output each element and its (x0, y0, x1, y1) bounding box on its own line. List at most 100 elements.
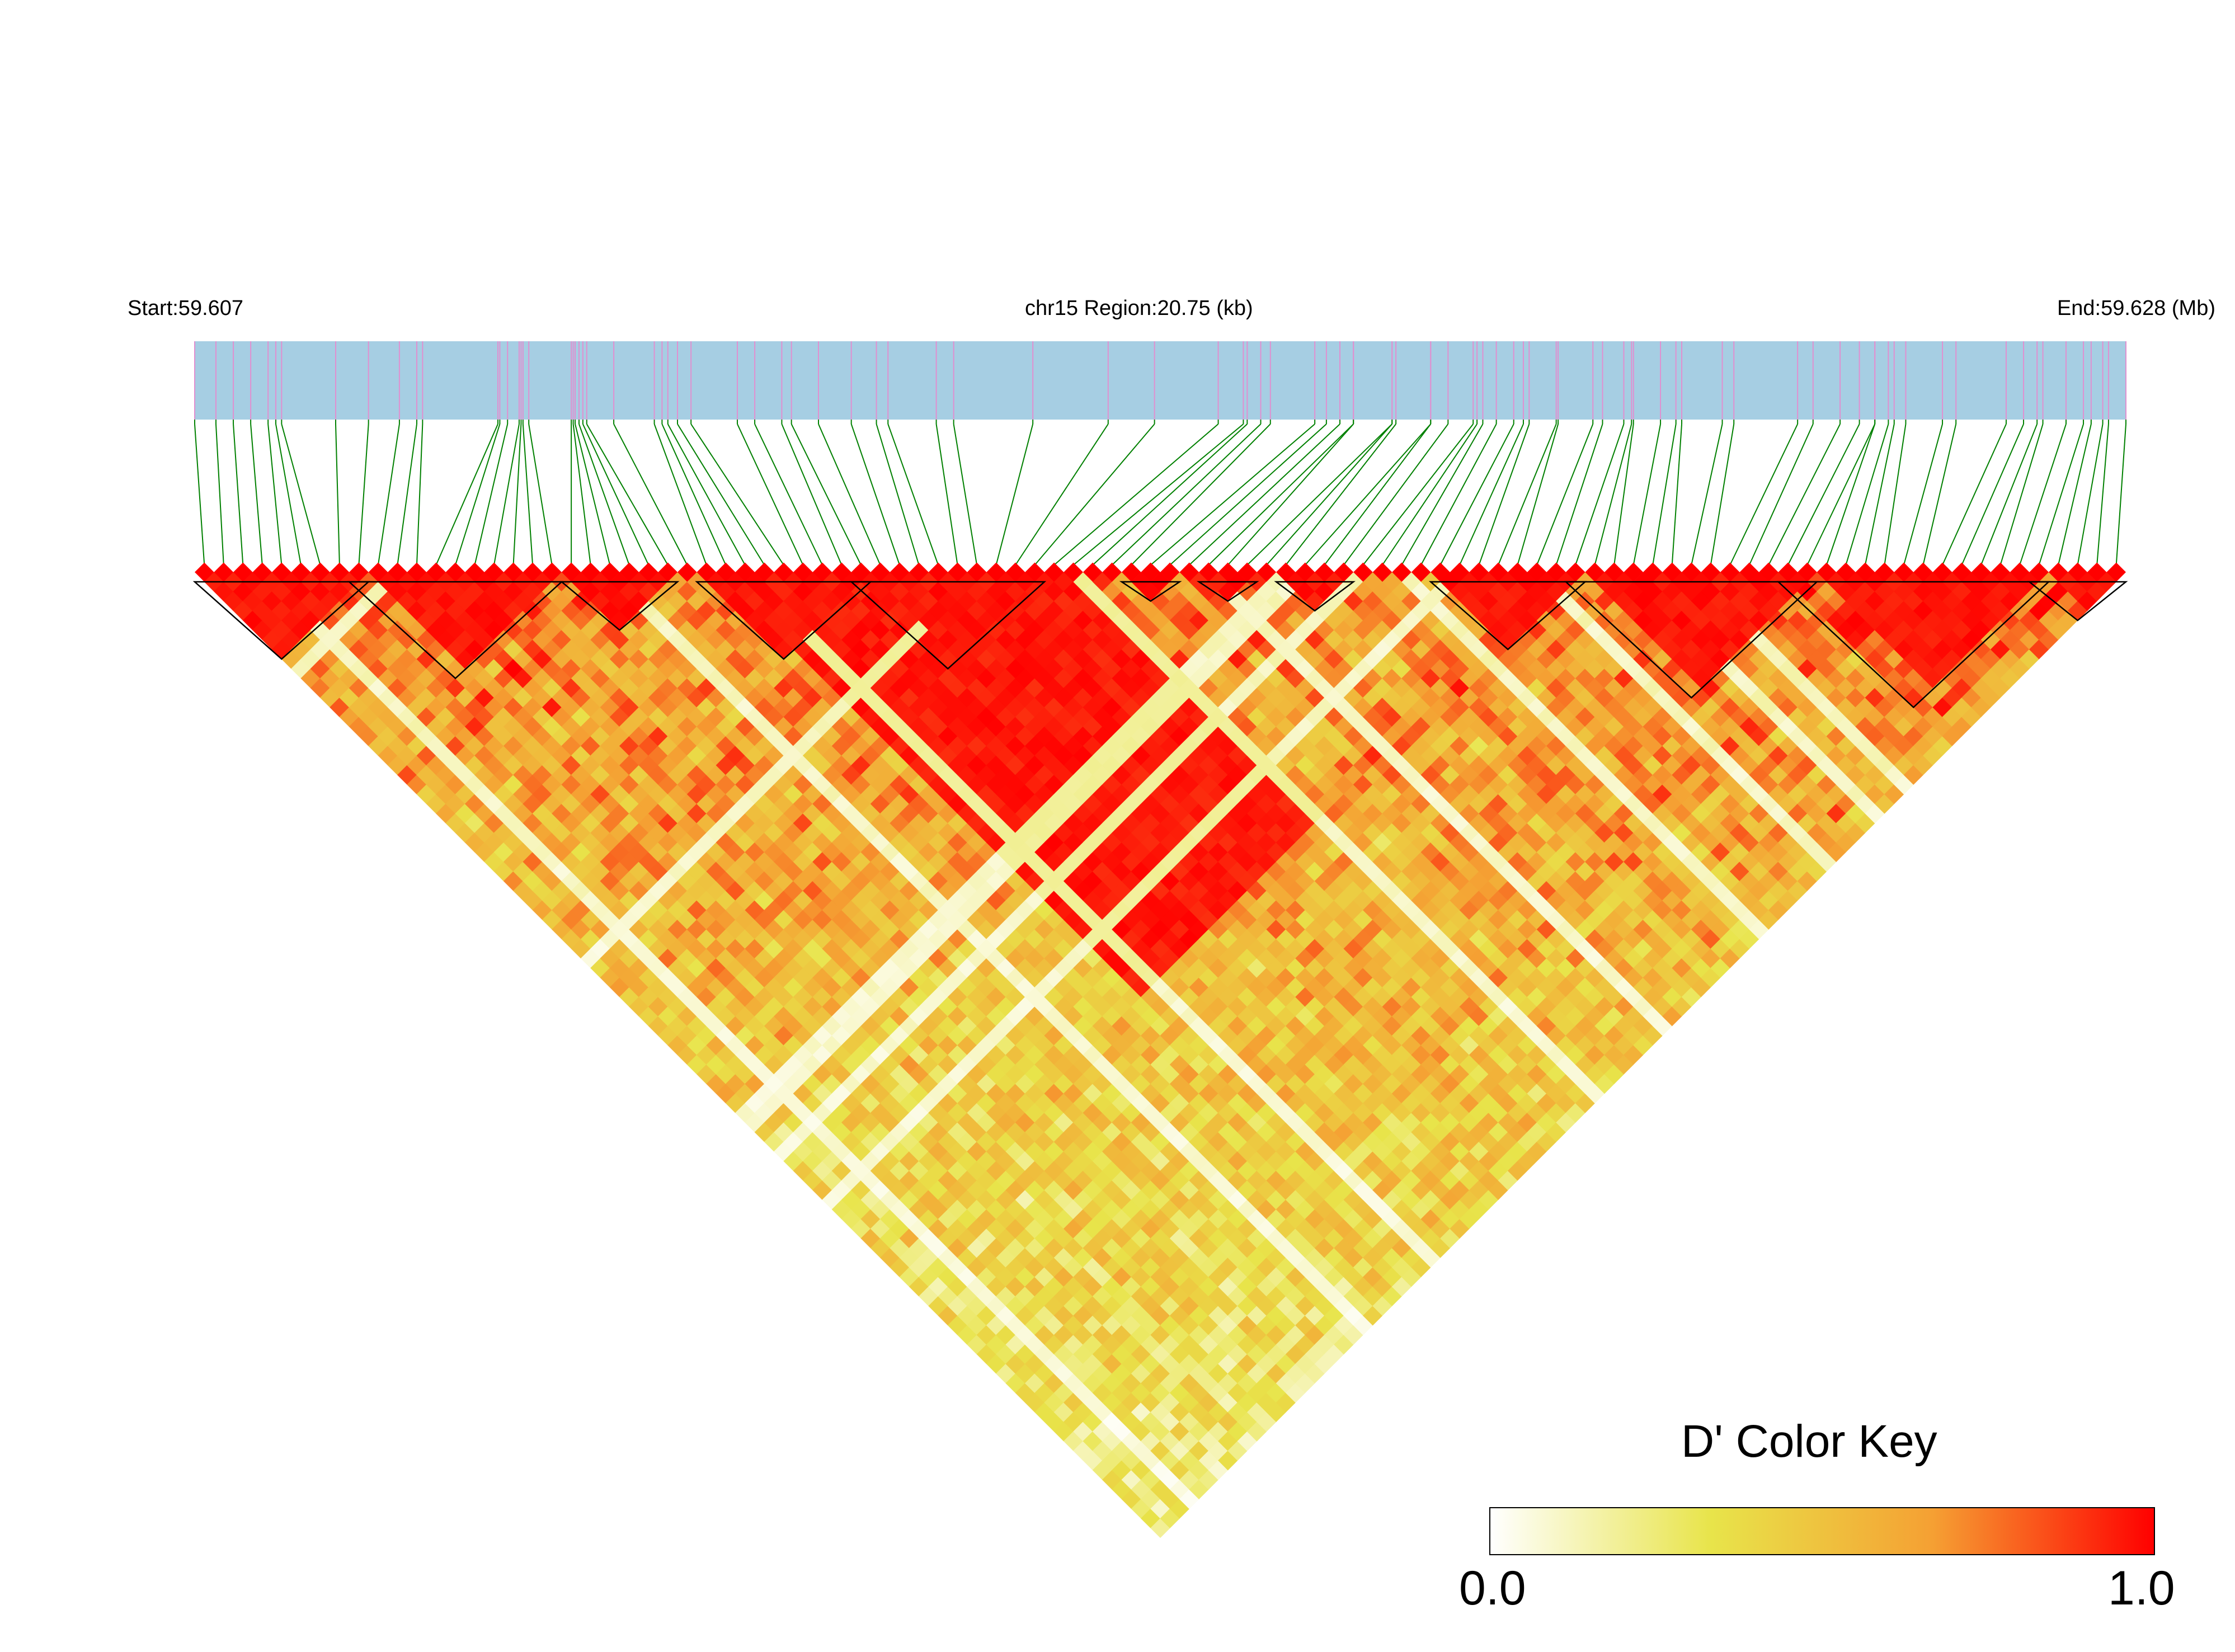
snp-connector (1652, 423, 1677, 566)
snp-connector (215, 423, 224, 566)
snp-connector (1748, 423, 1814, 566)
snp-connector (781, 423, 843, 566)
snp-connector (435, 423, 498, 566)
snp-connector (233, 423, 244, 566)
snp-connector (2038, 423, 2085, 566)
snp-connector (1131, 423, 1271, 566)
snp-connector (575, 423, 611, 566)
snp-connector (1710, 423, 1735, 566)
snp-connector (1073, 423, 1244, 566)
snp-connector (528, 423, 553, 566)
snp-connector (1671, 423, 1683, 566)
snp-connector (653, 423, 707, 566)
snp-connector (1555, 423, 1603, 566)
snp-connector (887, 423, 939, 566)
snp-connector (995, 423, 1034, 566)
snp-connector (194, 423, 205, 566)
snp-connector (474, 423, 509, 566)
snp-connector (1691, 423, 1723, 566)
snp-connector (267, 423, 283, 566)
snp-connector (1208, 423, 1354, 566)
snp-connector (522, 423, 534, 566)
snp-connector (455, 423, 501, 566)
snp-connector (737, 423, 804, 566)
snp-connector (335, 423, 340, 566)
snp-connector (582, 423, 650, 566)
snp-connector (1420, 423, 1497, 566)
snp-connector (377, 423, 400, 566)
snp-connector (953, 423, 978, 566)
snp-connector (572, 423, 591, 566)
snp-connector (1999, 423, 2044, 566)
snp-connector (2096, 423, 2109, 566)
snp-connector (512, 423, 522, 566)
snp-connector (1382, 423, 1478, 566)
snp-connector (1575, 423, 1625, 566)
ld-heatmap-cells (195, 562, 2126, 1538)
snp-connector (1768, 423, 1841, 566)
snp-connector (1053, 423, 1219, 566)
snp-connector (1034, 423, 1155, 566)
snp-connector (1980, 423, 2038, 566)
snp-connector (1825, 423, 1876, 566)
snp-connector (1305, 423, 1432, 566)
snp-connector (1227, 423, 1354, 566)
snp-connector (791, 423, 862, 566)
snp-connector (578, 423, 630, 566)
snp-connector (2019, 423, 2067, 566)
snp-connector (1169, 423, 1327, 566)
snp-connector (1324, 423, 1432, 566)
snp-connector (397, 423, 417, 566)
snp-connector (1150, 423, 1315, 566)
snp-connector (1343, 423, 1449, 566)
snp-connector (1439, 423, 1514, 566)
snp-connector (358, 423, 369, 566)
snp-connector (1961, 423, 2024, 566)
snp-connector (416, 423, 424, 566)
snp-connector (1266, 423, 1392, 566)
snp-connector (1015, 423, 1109, 566)
snp-connector (1112, 423, 1262, 566)
snp-connector (2077, 423, 2104, 566)
snp-connector (493, 423, 520, 566)
snp-connector (1632, 423, 1662, 566)
snp-connector (250, 423, 263, 566)
snp-connector (667, 423, 746, 566)
snp-connector (1498, 423, 1557, 566)
snp-connector (876, 423, 920, 566)
snp-connector-lines (194, 420, 2126, 566)
gene-bar (195, 341, 2126, 420)
snp-connector (613, 423, 688, 566)
snp-connector (677, 423, 765, 566)
snp-connector (1401, 423, 1484, 566)
snp-connector (935, 423, 958, 566)
gene-track (194, 341, 2126, 420)
snp-connector (1594, 423, 1632, 566)
snp-connector (1903, 423, 1944, 566)
snp-connector (1806, 423, 1876, 566)
snp-connector (1787, 423, 1860, 566)
snp-connector (281, 423, 321, 566)
snp-connector (1517, 423, 1559, 566)
snp-connector (754, 423, 823, 566)
snp-connector (2115, 423, 2126, 566)
snp-connector (1922, 423, 1957, 566)
snp-connector (2058, 423, 2092, 566)
snp-connector (1613, 423, 1634, 566)
snp-connector (1884, 423, 1907, 566)
snp-connector (850, 423, 900, 566)
snp-connector (1459, 423, 1524, 566)
snp-connector (1942, 423, 2007, 566)
snp-connector (818, 423, 881, 566)
snp-connector (1092, 423, 1248, 566)
snp-connector (1865, 423, 1895, 566)
snp-connector (1362, 423, 1474, 566)
snp-connector (1285, 423, 1396, 566)
snp-connector (275, 423, 302, 566)
snp-connector (661, 423, 727, 566)
snp-connector (1246, 423, 1392, 566)
snp-connector (1845, 423, 1889, 566)
snp-connector (690, 423, 784, 566)
snp-connector (1478, 423, 1530, 566)
